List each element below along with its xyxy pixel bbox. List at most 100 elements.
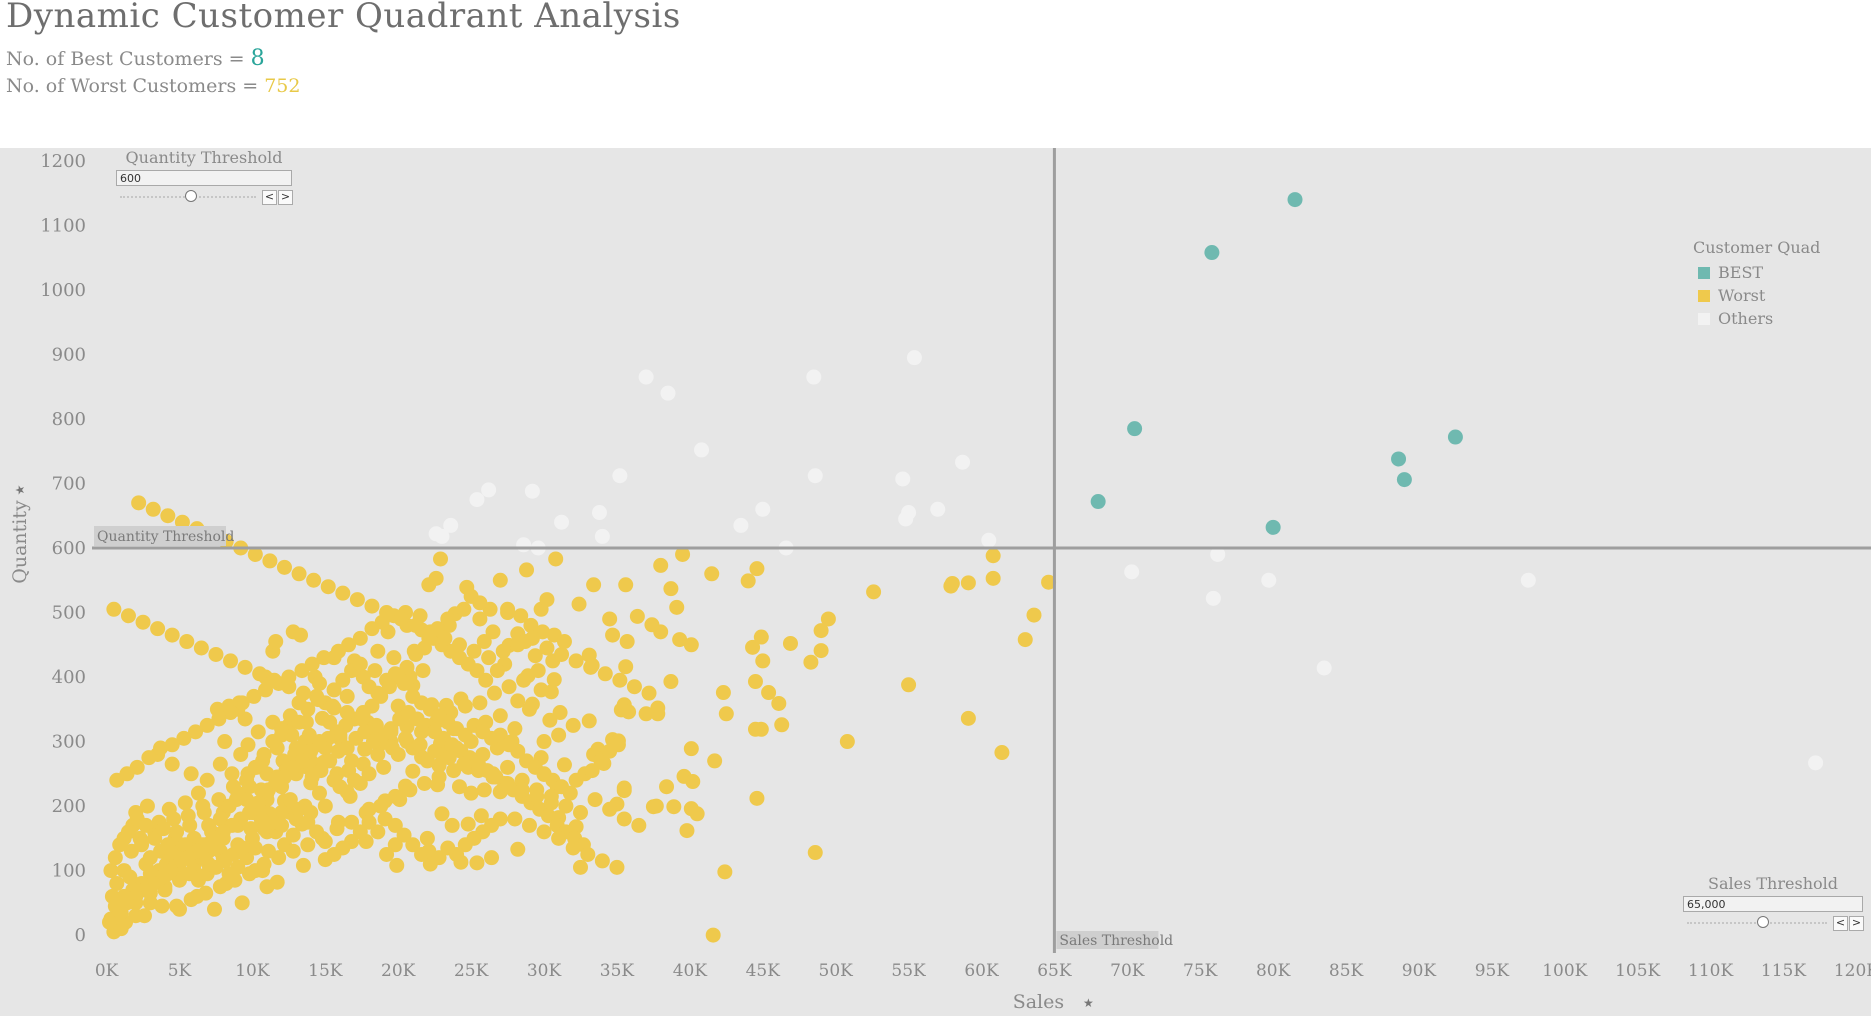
x-tick-label: 30K: [527, 961, 562, 981]
data-point-worst: [618, 577, 634, 593]
data-point-worst: [398, 730, 414, 746]
data-point-worst: [460, 816, 476, 832]
data-point-worst: [434, 806, 450, 822]
data-point-worst: [568, 653, 584, 669]
data-point-worst: [672, 632, 688, 648]
data-point-worst: [160, 508, 176, 524]
data-point-worst: [311, 675, 327, 691]
data-point-worst: [293, 627, 309, 643]
data-point-worst: [234, 840, 250, 856]
data-point-worst: [306, 572, 322, 588]
data-point-worst: [383, 724, 399, 740]
quantity-threshold-title: Quantity Threshold: [125, 148, 283, 167]
sales-next-button[interactable]: >: [1849, 916, 1864, 931]
data-point-worst: [313, 763, 329, 779]
best-customers-count: 8: [250, 46, 265, 71]
sales-threshold-knob[interactable]: [1757, 916, 1770, 928]
data-point-worst: [626, 679, 642, 695]
data-point-worst: [316, 650, 332, 666]
data-point-worst: [211, 711, 227, 727]
x-tick-label: 90K: [1402, 961, 1437, 981]
x-tick-label: 110K: [1688, 961, 1733, 981]
data-point-worst: [408, 617, 424, 633]
quantity-threshold-input[interactable]: 600: [116, 170, 292, 186]
data-point-worst: [295, 685, 311, 701]
data-point-worst: [901, 677, 917, 693]
data-point-worst: [101, 914, 117, 930]
data-point-worst: [109, 875, 125, 891]
data-point-worst: [683, 637, 699, 653]
data-point-worst: [556, 634, 572, 650]
sales-prev-button[interactable]: <: [1833, 916, 1848, 931]
quantity-next-button[interactable]: >: [278, 190, 293, 205]
data-point-worst: [150, 621, 166, 637]
data-point-others: [481, 482, 497, 498]
x-tick-label: 120K: [1834, 961, 1871, 981]
data-point-worst: [256, 746, 272, 762]
data-point-worst: [653, 557, 669, 573]
best-customers-kpi: No. of Best Customers = 8: [6, 46, 265, 71]
x-tick-label: 105K: [1615, 961, 1660, 981]
data-point-worst: [683, 741, 699, 757]
sales-threshold-input[interactable]: 65,000: [1683, 896, 1863, 912]
data-point-others: [1205, 590, 1221, 606]
sales-threshold-slider[interactable]: < >: [1683, 916, 1864, 931]
data-point-others: [434, 528, 450, 544]
data-point-others: [694, 442, 710, 458]
data-point-worst: [314, 710, 330, 726]
data-point-worst: [344, 814, 360, 830]
data-point-worst: [707, 753, 723, 769]
data-point-worst: [621, 704, 637, 720]
data-point-worst: [147, 830, 163, 846]
legend-item-worst[interactable]: Worst: [1693, 284, 1820, 307]
data-point-worst: [489, 663, 505, 679]
data-point-worst: [466, 643, 482, 659]
data-point-worst: [195, 798, 211, 814]
data-point-worst: [285, 843, 301, 859]
data-point-worst: [492, 708, 508, 724]
data-point-worst: [112, 837, 128, 853]
data-point-worst: [352, 630, 368, 646]
data-point-worst: [217, 734, 233, 750]
data-point-worst: [142, 850, 158, 866]
data-point-worst: [813, 623, 829, 639]
data-point-worst: [103, 863, 119, 879]
data-point-worst: [237, 659, 253, 675]
data-point-worst: [265, 734, 281, 750]
x-tick-label: 75K: [1183, 961, 1218, 981]
data-point-worst: [994, 745, 1010, 761]
data-point-worst: [332, 779, 348, 795]
data-point-worst: [269, 874, 285, 890]
data-point-worst: [352, 824, 368, 840]
legend-item-best[interactable]: BEST: [1693, 261, 1820, 284]
data-point-worst: [221, 866, 237, 882]
data-point-worst: [540, 808, 556, 824]
data-point-worst: [247, 546, 263, 562]
data-point-worst: [396, 827, 412, 843]
y-tick-label: 1200: [40, 151, 86, 172]
legend-item-others[interactable]: Others: [1693, 307, 1820, 330]
data-point-others: [524, 483, 540, 499]
x-tick-label: 25K: [454, 961, 489, 981]
data-point-worst: [387, 788, 403, 804]
data-point-worst: [339, 705, 355, 721]
data-point-worst: [183, 892, 199, 908]
data-point-worst: [169, 824, 185, 840]
worst-customers-label: No. of Worst Customers =: [6, 75, 265, 97]
data-point-worst: [476, 634, 492, 650]
data-point-worst: [753, 721, 769, 737]
legend-label-best: BEST: [1718, 263, 1764, 282]
data-point-worst: [361, 814, 377, 830]
data-point-worst: [641, 685, 657, 701]
data-point-worst: [472, 595, 488, 611]
data-point-worst: [705, 927, 721, 943]
quantity-prev-button[interactable]: <: [262, 190, 277, 205]
data-point-worst: [139, 798, 155, 814]
y-tick-label: 200: [52, 796, 86, 817]
data-point-worst: [747, 674, 763, 690]
quantity-threshold-slider[interactable]: < >: [116, 190, 293, 205]
data-point-worst: [551, 830, 567, 846]
data-point-worst: [551, 727, 567, 743]
data-point-best: [1090, 494, 1106, 510]
quantity-threshold-knob[interactable]: [185, 190, 197, 202]
